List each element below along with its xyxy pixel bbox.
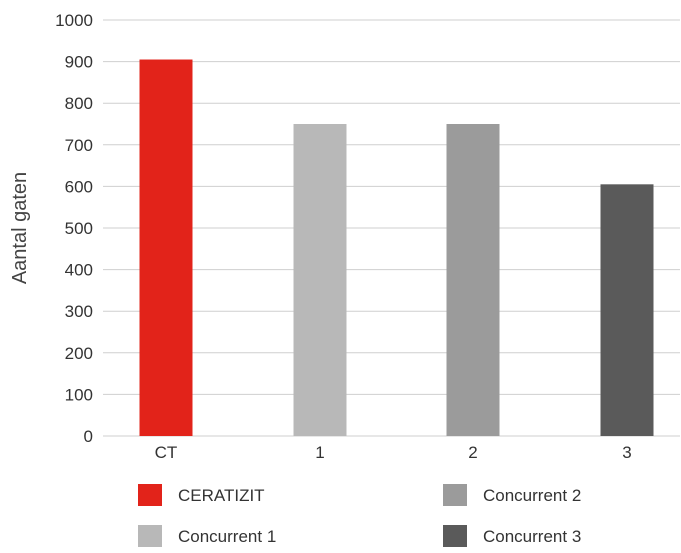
x-tick-label: 3 xyxy=(622,443,631,462)
bar-ct xyxy=(139,59,193,437)
y-tick-label: 700 xyxy=(65,136,93,155)
legend-swatch xyxy=(138,484,162,506)
legend-label: Concurrent 3 xyxy=(483,527,581,546)
y-tick-label: 300 xyxy=(65,302,93,321)
y-axis-ticks: 0 100 200 300 400 500 600 700 800 900 1000 xyxy=(55,11,93,446)
y-tick-label: 200 xyxy=(65,344,93,363)
legend-label: Concurrent 1 xyxy=(178,527,276,546)
bar-3 xyxy=(600,184,654,436)
legend-swatch xyxy=(443,525,467,547)
bar-2 xyxy=(446,124,500,436)
y-tick-label: 100 xyxy=(65,385,93,404)
grid-lines xyxy=(103,19,680,437)
legend-swatch xyxy=(443,484,467,506)
legend-label: CERATIZIT xyxy=(178,486,265,505)
y-tick-label: 900 xyxy=(65,53,93,72)
legend-label: Concurrent 2 xyxy=(483,486,581,505)
y-tick-label: 500 xyxy=(65,219,93,238)
x-axis-ticks: CT 1 2 3 xyxy=(155,443,632,462)
bars xyxy=(139,59,654,437)
y-tick-label: 600 xyxy=(65,177,93,196)
y-axis-label: Aantal gaten xyxy=(9,172,31,284)
bar-1 xyxy=(293,124,347,436)
legend-swatch xyxy=(138,525,162,547)
x-tick-label: CT xyxy=(155,443,178,462)
y-tick-label: 1000 xyxy=(55,11,93,30)
y-tick-label: 0 xyxy=(84,427,93,446)
y-tick-label: 800 xyxy=(65,94,93,113)
y-tick-label: 400 xyxy=(65,261,93,280)
legend: CERATIZIT Concurrent 2 Concurrent 1 Concurr… xyxy=(138,484,581,547)
x-tick-label: 1 xyxy=(315,443,324,462)
x-tick-label: 2 xyxy=(468,443,477,462)
